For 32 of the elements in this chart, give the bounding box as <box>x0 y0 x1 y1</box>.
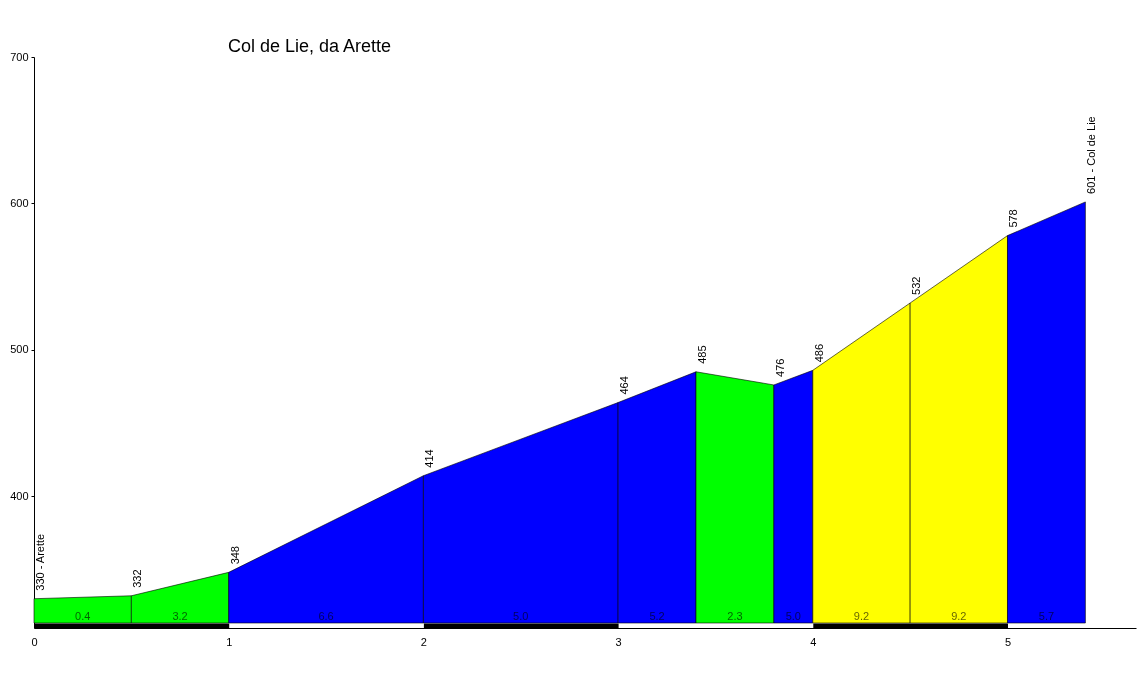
annotation: 414 <box>423 449 436 468</box>
x-tick-label: 1 <box>226 635 233 648</box>
y-tick-label: 600 <box>10 196 29 209</box>
annotation: 532 <box>910 276 923 295</box>
annotation: 5.0 <box>785 610 801 622</box>
annotation: 9.2 <box>853 610 870 622</box>
annotation: 332 <box>131 569 144 588</box>
annotation: 330 - Arette <box>34 533 46 591</box>
y-tick-label: 400 <box>10 489 29 502</box>
annotation: 348 <box>228 546 241 565</box>
x-tick-label: 4 <box>810 635 817 648</box>
annotation: 5.7 <box>1038 610 1055 622</box>
annotation: 486 <box>812 343 825 363</box>
x-tick-label: 5 <box>1004 635 1012 648</box>
annotation: 3.2 <box>172 610 188 622</box>
y-tick-label: 700 <box>10 50 29 63</box>
annotation: 485 <box>695 345 708 364</box>
annotation: 5.0 <box>513 610 529 622</box>
annotation: 5.2 <box>649 610 665 622</box>
x-tick-label: 0 <box>31 635 38 648</box>
annotation: 9.2 <box>951 610 967 622</box>
annotation: 6.6 <box>318 610 334 622</box>
annotation: 0.4 <box>75 610 91 622</box>
chart-title: Col de Lie, da Arette <box>228 36 392 56</box>
x-tick-label: 2 <box>420 635 427 648</box>
y-tick-label: 500 <box>10 343 29 356</box>
annotation: 601 - Col de Lie <box>1085 116 1098 194</box>
annotation: 464 <box>618 376 631 395</box>
annotation: 578 <box>1007 209 1020 228</box>
x-tick-label: 3 <box>615 635 622 648</box>
annotation: 2.3 <box>727 610 743 622</box>
annotation: 476 <box>773 358 786 377</box>
